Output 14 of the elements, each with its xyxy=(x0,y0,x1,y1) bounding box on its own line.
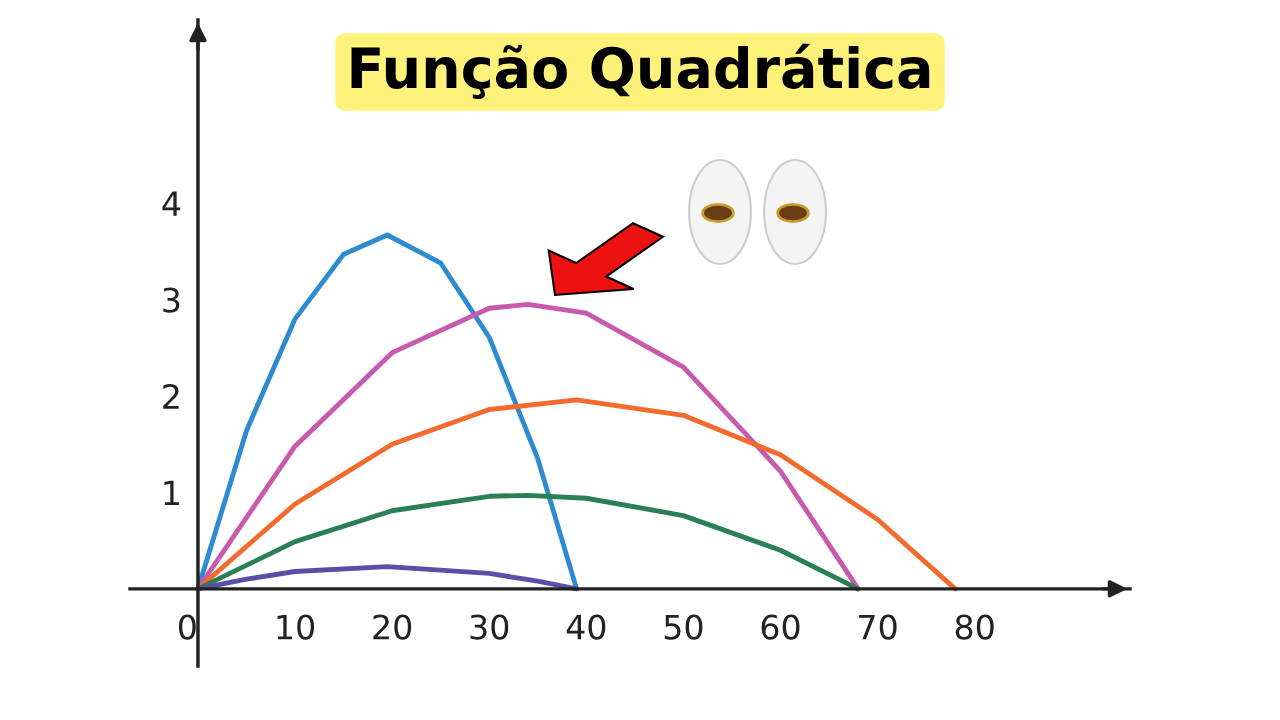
x-tick-label: 30 xyxy=(470,614,509,640)
x-tick-label: 70 xyxy=(859,614,897,640)
x-tick-label: 50 xyxy=(664,614,703,640)
x-tick-label: 20 xyxy=(373,614,412,640)
y-tick-label: 1 xyxy=(164,480,179,506)
y-tick-label: 4 xyxy=(162,191,181,216)
x-tick-label: 10 xyxy=(277,614,315,640)
chart-title: Função Quadrática xyxy=(351,43,930,99)
y-tick-label: 3 xyxy=(163,287,180,313)
y-tick-label: 2 xyxy=(163,383,179,409)
x-tick-label: 0 xyxy=(178,614,196,640)
x-tick-label: 80 xyxy=(955,614,994,640)
x-tick-label: 40 xyxy=(566,614,606,640)
x-tick-label: 60 xyxy=(761,614,800,640)
